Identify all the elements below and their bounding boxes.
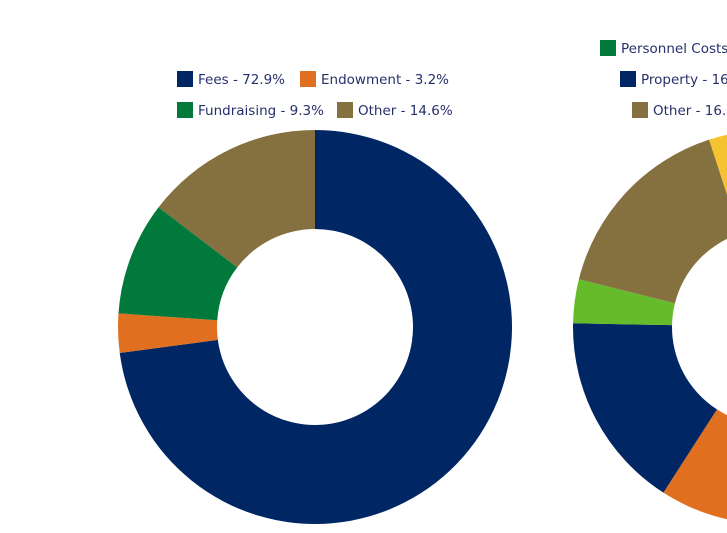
legend-swatch (337, 102, 353, 118)
donut-slice (573, 279, 675, 326)
donut-slice (118, 207, 238, 321)
donut-slice (578, 139, 727, 304)
legend-label: Fees - 72.9% (198, 72, 285, 88)
legend-swatch (620, 71, 636, 87)
legend-label: Personnel Costs (621, 41, 727, 57)
legend-swatch (300, 71, 316, 87)
donut-slice (573, 323, 717, 493)
legend-swatch (632, 102, 648, 118)
legend-label: Property - 16 (641, 72, 727, 88)
donut-slice (663, 409, 727, 520)
legend-swatch (600, 40, 616, 56)
donut-slice (119, 130, 512, 524)
donut-slice (158, 130, 315, 268)
donut-slice (117, 313, 218, 353)
legend-label: Other - 16.1 (653, 103, 727, 119)
legend-label: Other - 14.6% (358, 103, 453, 119)
legend-swatch (177, 71, 193, 87)
legend-swatch (177, 102, 193, 118)
donut-slice (709, 134, 727, 195)
legend-label: Fundraising - 9.3% (198, 103, 324, 119)
legend-label: Endowment - 3.2% (321, 72, 449, 88)
